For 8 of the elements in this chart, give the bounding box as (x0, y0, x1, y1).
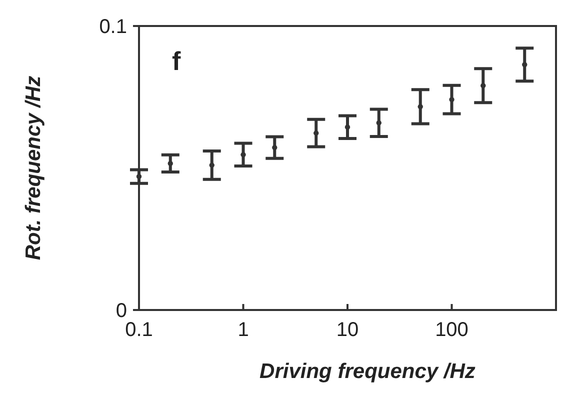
annotation: f (172, 46, 181, 76)
y-tick-label: 0 (116, 300, 127, 322)
x-tick-label: 100 (435, 319, 468, 341)
x-axis-title: Driving frequency /Hz (260, 360, 476, 383)
x-tick-label: 10 (336, 319, 359, 341)
x-tick-label: 1 (238, 319, 249, 341)
y-axis-title: Rot. frequency /Hz (22, 75, 45, 260)
x-tick-label: 0.1 (125, 319, 153, 341)
